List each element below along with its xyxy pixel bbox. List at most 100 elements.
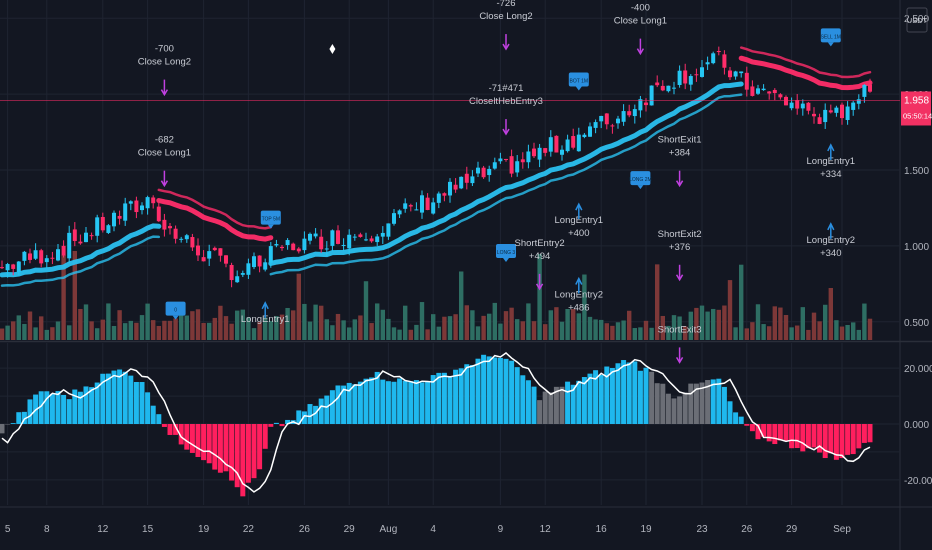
candle [481,165,486,179]
osc-bar [206,424,212,464]
candle-body [151,197,156,204]
osc-bar [492,357,498,424]
candle [582,133,587,139]
osc-bar [548,392,554,424]
osc-bar [296,410,302,424]
candle [828,104,833,114]
volume-bar [621,320,626,340]
osc-bar [537,400,543,424]
candle [190,233,195,251]
volume-bar [447,316,453,340]
candle-body [705,62,710,65]
signal-label: +384 [669,148,690,159]
volume-bar [123,323,128,340]
candle-body [744,72,749,90]
candle-body [123,203,128,221]
volume-bar [587,316,593,340]
candle-body [0,267,4,269]
trade-tag-pointer [637,185,644,190]
volume-bar [677,316,682,340]
candle-body [128,201,133,204]
volume-bar [39,316,44,340]
candle-body [50,257,55,259]
osc-bar [733,412,739,424]
candle [537,143,542,168]
volume-bar [615,322,621,340]
candle [520,152,525,169]
osc-bar [867,424,873,443]
signal-label: +494 [529,251,550,262]
volume-bar [862,303,867,340]
volume-bar [358,315,363,340]
volume-bar [117,310,122,340]
candle [128,200,133,211]
candle-body [156,206,161,222]
time-tick-label: 29 [786,524,798,535]
osc-bar [576,380,582,424]
candle [509,149,514,178]
volume-bar [403,305,408,340]
osc-bar [447,376,453,424]
candle-body [218,248,223,256]
candle-body [571,136,576,148]
candle [33,243,38,261]
volume-bar [391,327,397,340]
volume-bar [134,322,139,340]
volume-bar [296,273,301,340]
candle-body [274,244,279,246]
candle-body [728,70,732,78]
trade-tag: LONG 3 [496,243,516,262]
time-tick-label: 29 [344,524,356,535]
candle [834,105,839,117]
candle [352,233,357,241]
candle-body [722,54,727,68]
osc-bar [705,380,711,424]
candle-body [442,193,447,196]
candle-body [408,205,413,207]
volume-bar [274,316,279,340]
volume-bar [593,319,598,340]
candle-body [313,233,318,237]
candle-body [386,223,391,237]
candle-body [672,87,676,89]
candle-body [336,230,340,244]
volume-bar [442,316,447,340]
osc-bar [380,379,386,424]
osc-bar [464,364,470,424]
osc-bar [100,373,106,424]
signal-label: Close Long1 [614,16,667,27]
candle [442,192,447,202]
osc-bar [335,385,341,424]
candle-body [856,99,861,104]
volume-bar [414,324,419,340]
candle-body [520,159,525,163]
candle [476,161,480,177]
osc-bar [44,391,50,424]
volume-bar [268,321,273,340]
candle [336,225,340,245]
osc-bar [761,424,767,437]
candle-body [582,134,587,138]
candle-body [509,156,514,174]
osc-bar [637,370,643,424]
volume-bar [699,305,705,340]
osc-bar [525,380,531,424]
candle-body [61,245,66,256]
volume-bar [632,328,637,340]
osc-bar [822,424,828,459]
candle-body [621,111,626,122]
candle-body [868,84,872,92]
volume-bar [565,308,570,340]
signal-label: ShortExit3 [658,324,702,335]
candle [565,134,570,153]
last-price-badge: 1.958 05:50:14 [901,91,932,126]
osc-bar [509,360,515,424]
volume-bar [554,307,559,340]
candle-body [78,241,83,244]
trade-tag-box [820,28,841,43]
candle-body [246,263,251,275]
candle [252,252,256,270]
candle-body [688,76,693,85]
candle-body [504,158,508,160]
